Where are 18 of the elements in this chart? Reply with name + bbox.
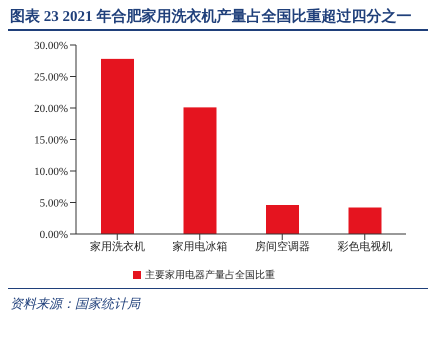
bar	[101, 58, 134, 234]
y-tick-label: 5.00%	[40, 196, 68, 209]
bar	[184, 106, 216, 234]
x-tick-label: 家用电冰箱	[172, 239, 228, 252]
bar	[348, 207, 382, 234]
text: 资料来源：国家统计局	[10, 295, 142, 313]
y-tick-label: 15.00%	[34, 134, 68, 146]
chart-title: 图表 23 2021 年合肥家用洗衣机产量占全国比重超过四分之一	[10, 8, 412, 26]
bar	[266, 204, 299, 234]
y-tick-label: 20.00%	[34, 102, 68, 114]
y-tick-label: 30.00%	[34, 39, 68, 52]
y-tick-label: 25.00%	[34, 70, 68, 83]
y-tick-label: 0.00%	[40, 228, 68, 240]
x-tick-label: 彩色电视机	[337, 239, 392, 252]
x-tick-label: 房间空调器	[254, 239, 310, 252]
y-tick-label: 10.00%	[34, 165, 68, 178]
x-tick-label: 家用洗衣机	[90, 239, 145, 252]
legend-label: 主要家用电器产量占全国比重	[145, 270, 275, 280]
